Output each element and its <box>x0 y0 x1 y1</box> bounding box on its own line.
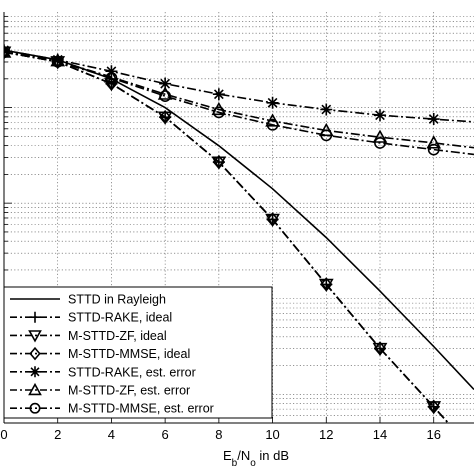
triangle-up-marker <box>157 86 173 100</box>
star-marker <box>266 96 279 109</box>
legend-label: M-STTD-MMSE, ideal <box>68 347 190 361</box>
circle-marker <box>266 118 279 131</box>
series-line-6 <box>4 51 474 156</box>
triangle-up-marker <box>50 53 66 67</box>
x-tick-label: 4 <box>108 427 115 442</box>
x-tick-label: 14 <box>373 427 387 442</box>
circle-marker <box>212 106 225 119</box>
circle-marker <box>427 143 440 156</box>
x-axis-label-sub2: o <box>250 458 256 469</box>
star-marker <box>427 113 440 126</box>
x-axis-label-main: E <box>223 448 232 463</box>
legend-box <box>3 286 273 419</box>
circle-marker <box>29 402 41 414</box>
legend: STTD in Rayleigh STTD-RAKE, ideal M-STTD-Z… <box>3 286 273 419</box>
series-group <box>4 44 474 423</box>
x-axis-label: Eb/No in dB <box>223 448 289 469</box>
triangle-up-marker <box>4 44 12 58</box>
diamond-marker <box>29 346 41 361</box>
diamond-marker <box>212 154 226 170</box>
x-tick-label: 2 <box>54 427 61 442</box>
diamond-marker <box>373 341 387 356</box>
triangle-down-marker <box>28 330 42 343</box>
triangle-up-marker <box>28 382 42 396</box>
triangle-up-marker <box>318 122 334 137</box>
diamond-marker <box>427 399 440 414</box>
x-tick-label: 12 <box>319 427 333 442</box>
legend-label: M-STTD-MMSE, est. error <box>68 402 214 416</box>
x-axis-label-mid: /N <box>237 448 250 463</box>
series-line-4 <box>4 49 474 123</box>
legend-label: STTD in Rayleigh <box>68 293 166 307</box>
circle-marker <box>374 137 386 149</box>
star-marker <box>320 103 333 116</box>
x-ticks: 0 2 4 6 8 10 12 14 16 <box>0 417 441 442</box>
circle-marker <box>159 90 172 103</box>
diamond-marker <box>158 109 172 125</box>
x-tick-label: 6 <box>162 427 169 442</box>
star-marker <box>212 88 225 101</box>
plus-marker <box>29 311 41 323</box>
legend-label: STTD-RAKE, ideal <box>68 311 172 325</box>
star-marker <box>159 77 172 90</box>
x-axis-label-tail: in dB <box>256 448 289 463</box>
legend-label: STTD-RAKE, est. error <box>68 365 196 379</box>
star-marker <box>29 366 41 378</box>
diamond-marker <box>266 212 279 227</box>
x-tick-label: 0 <box>0 427 7 442</box>
circle-marker <box>51 55 64 68</box>
x-tick-label: 16 <box>426 427 440 442</box>
legend-label: M-STTD-ZF, ideal <box>68 329 167 343</box>
diamond-marker <box>320 277 333 292</box>
series-line-3 <box>4 51 450 423</box>
series-line-5 <box>4 51 474 149</box>
circle-marker <box>320 129 333 142</box>
star-marker <box>374 109 386 122</box>
triangle-up-marker <box>372 129 388 143</box>
x-tick-label: 10 <box>265 427 279 442</box>
circle-marker <box>105 72 118 84</box>
star-marker <box>51 53 64 66</box>
x-tick-label: 8 <box>215 427 222 442</box>
x-axis-label-sub1: b <box>232 458 238 469</box>
triangle-up-marker <box>426 135 442 149</box>
circle-marker <box>4 46 10 59</box>
series-line-0 <box>4 49 474 391</box>
legend-label: M-STTD-ZF, est. error <box>68 384 190 398</box>
